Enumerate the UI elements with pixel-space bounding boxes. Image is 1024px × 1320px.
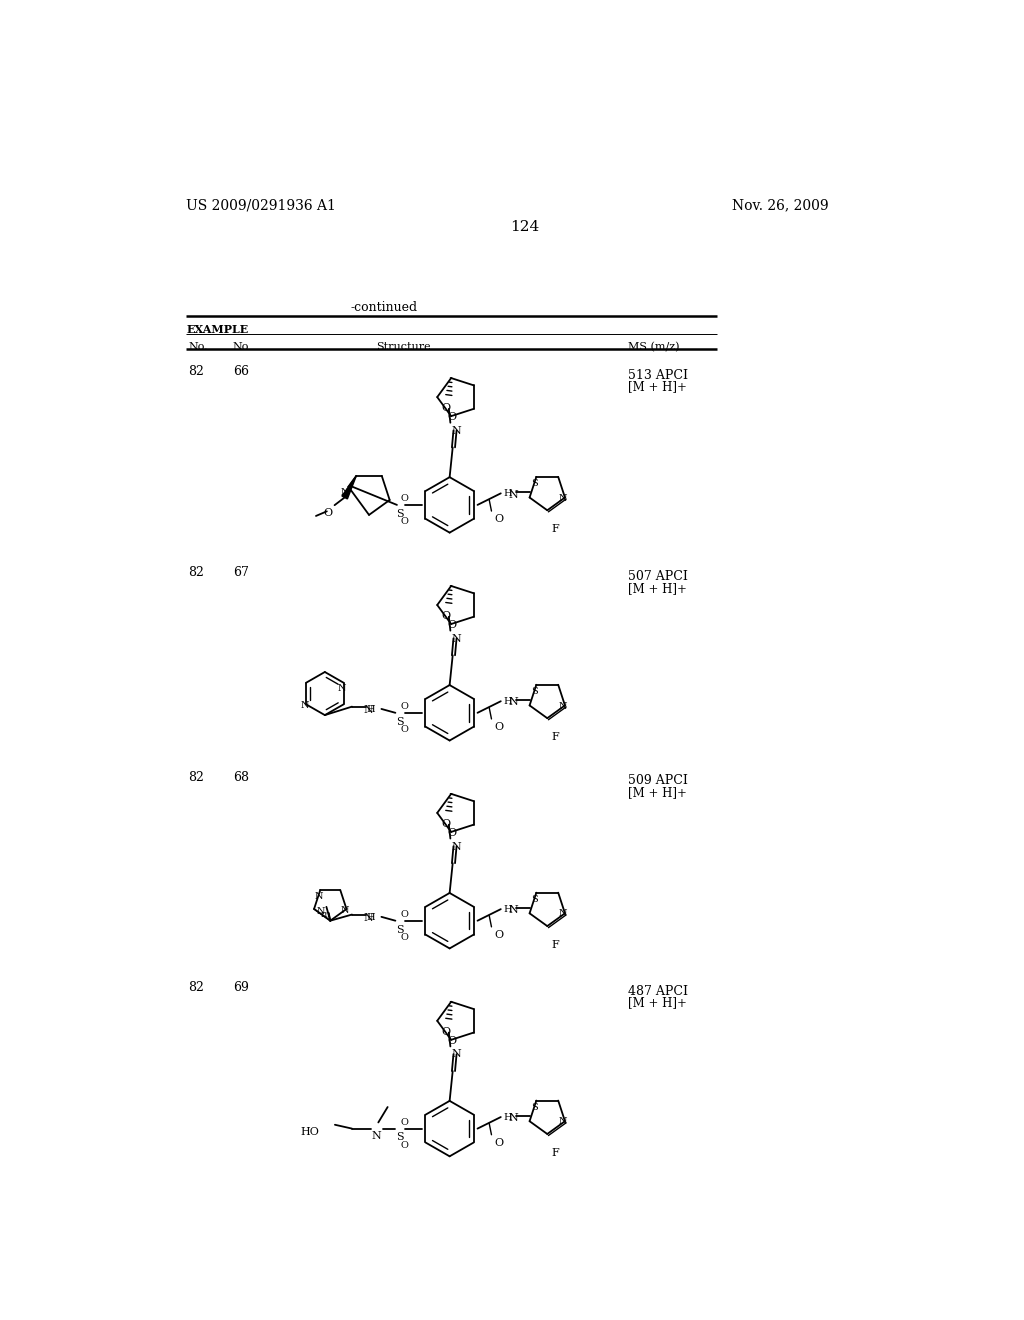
Text: Structure: Structure — [376, 342, 430, 351]
Text: S: S — [530, 1104, 538, 1111]
Text: H: H — [367, 913, 375, 921]
Text: N: N — [341, 488, 349, 498]
Text: No: No — [232, 342, 249, 351]
Text: MS (m/z): MS (m/z) — [628, 342, 679, 352]
Text: m: m — [321, 909, 331, 919]
Text: N: N — [452, 426, 462, 436]
Text: 487 APCI: 487 APCI — [628, 985, 688, 998]
Text: N: N — [509, 697, 518, 708]
Text: 69: 69 — [232, 981, 249, 994]
Text: O: O — [400, 1118, 409, 1127]
Text: O: O — [400, 517, 409, 527]
Text: O: O — [400, 933, 409, 942]
Text: F: F — [551, 1148, 559, 1158]
Text: Nov. 26, 2009: Nov. 26, 2009 — [732, 198, 829, 213]
Text: F: F — [551, 524, 559, 535]
Text: O: O — [447, 1036, 457, 1045]
Text: N: N — [338, 684, 346, 693]
Text: 509 APCI: 509 APCI — [628, 775, 688, 788]
Text: 82: 82 — [188, 771, 205, 784]
Text: 513 APCI: 513 APCI — [628, 368, 688, 381]
Text: N: N — [364, 913, 374, 923]
Text: H: H — [503, 906, 512, 915]
Text: O: O — [400, 494, 409, 503]
Text: HO: HO — [301, 1127, 319, 1137]
Text: S: S — [530, 688, 538, 696]
Text: N: N — [452, 1049, 462, 1060]
Text: O: O — [441, 820, 451, 829]
Text: O: O — [447, 412, 457, 422]
Text: 82: 82 — [188, 364, 205, 378]
Text: N: N — [300, 701, 309, 710]
Text: F: F — [551, 733, 559, 742]
Text: N: N — [364, 705, 374, 715]
Text: N: N — [558, 1117, 567, 1126]
Text: S: S — [396, 924, 403, 935]
Text: H: H — [503, 1113, 512, 1122]
Text: S: S — [396, 1133, 403, 1142]
Text: [M + H]+: [M + H]+ — [628, 785, 687, 799]
Text: O: O — [400, 909, 409, 919]
Text: O: O — [495, 722, 504, 733]
Text: O: O — [441, 404, 451, 413]
Text: O: O — [495, 515, 504, 524]
Text: 124: 124 — [510, 220, 540, 234]
Text: N: N — [509, 490, 518, 499]
Polygon shape — [342, 477, 356, 499]
Text: [M + H]+: [M + H]+ — [628, 582, 687, 595]
Text: N: N — [558, 909, 567, 919]
Text: 66: 66 — [232, 364, 249, 378]
Text: N: N — [314, 891, 323, 900]
Text: 507 APCI: 507 APCI — [628, 570, 688, 583]
Text: N: N — [558, 494, 567, 503]
Text: O: O — [400, 1140, 409, 1150]
Text: N: N — [372, 1131, 382, 1140]
Text: S: S — [530, 479, 538, 488]
Text: -continued: -continued — [350, 301, 418, 314]
Text: O: O — [400, 702, 409, 711]
Text: 68: 68 — [232, 771, 249, 784]
Text: O: O — [447, 828, 457, 838]
Text: N: N — [509, 1113, 518, 1123]
Text: O: O — [495, 1138, 504, 1148]
Text: H: H — [367, 705, 375, 714]
Text: S: S — [396, 508, 403, 519]
Text: 82: 82 — [188, 981, 205, 994]
Text: O: O — [447, 620, 457, 630]
Text: O: O — [495, 929, 504, 940]
Text: 82: 82 — [188, 566, 205, 579]
Text: F: F — [551, 940, 559, 950]
Text: No.: No. — [188, 342, 208, 351]
Text: N: N — [316, 907, 326, 916]
Text: 67: 67 — [232, 566, 249, 579]
Text: EXAMPLE: EXAMPLE — [187, 323, 249, 335]
Text: S: S — [530, 895, 538, 904]
Text: US 2009/0291936 A1: US 2009/0291936 A1 — [186, 198, 336, 213]
Text: S: S — [396, 717, 403, 726]
Text: N: N — [452, 842, 462, 851]
Text: H: H — [503, 490, 512, 499]
Text: N: N — [558, 701, 567, 710]
Text: O: O — [441, 1027, 451, 1038]
Text: N: N — [509, 906, 518, 915]
Text: O: O — [400, 725, 409, 734]
Text: N: N — [341, 906, 349, 915]
Text: O: O — [324, 508, 333, 519]
Text: H: H — [503, 697, 512, 706]
Text: N: N — [452, 634, 462, 644]
Text: [M + H]+: [M + H]+ — [628, 997, 687, 1010]
Text: O: O — [441, 611, 451, 622]
Text: [M + H]+: [M + H]+ — [628, 380, 687, 393]
